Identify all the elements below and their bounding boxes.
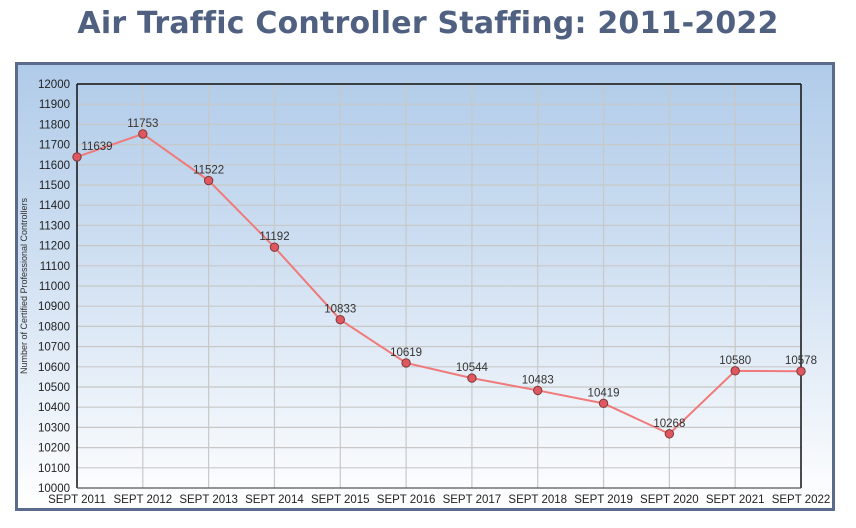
x-tick-label: SEPT 2013 <box>179 494 238 506</box>
data-point <box>467 373 477 383</box>
y-tick-label: 11700 <box>39 140 70 152</box>
gridlines <box>77 83 801 488</box>
chart-title: Air Traffic Controller Staffing: 2011-20… <box>77 6 779 41</box>
data-point <box>730 366 740 376</box>
data-point <box>664 429 675 439</box>
y-tick-label: 12000 <box>38 79 70 91</box>
data-point <box>138 129 148 139</box>
data-labels: 11639 11753 11522 11192 10833 10619 10544 10483… <box>81 118 817 430</box>
x-tick-label: SEPT 2014 <box>245 494 304 506</box>
data-label: 11753 <box>127 118 158 130</box>
data-label: 10483 <box>522 374 554 386</box>
x-tick-label: SEPT 2022 <box>772 494 831 506</box>
y-tick-label: 10000 <box>38 483 70 495</box>
data-label: 10419 <box>588 387 620 399</box>
y-tick-label: 10200 <box>38 443 70 455</box>
x-axis-ticks: SEPT 2011 SEPT 2012 SEPT 2013 SEPT 2014 SEPT… <box>48 494 830 506</box>
y-tick-label: 10500 <box>38 382 70 394</box>
x-tick-label: SEPT 2012 <box>114 494 173 506</box>
y-tick-label: 11100 <box>40 261 70 273</box>
y-tick-label: 11500 <box>39 180 70 192</box>
y-axis-ticks: 10000 10100 10200 10300 10400 10500 10600 10700… <box>38 79 70 495</box>
y-tick-label: 11400 <box>39 200 70 212</box>
y-tick-label: 10400 <box>38 402 70 414</box>
data-point <box>335 315 345 325</box>
x-tick-label: SEPT 2015 <box>311 494 370 506</box>
x-tick-label: SEPT 2020 <box>640 494 699 506</box>
y-tick-label: 10800 <box>38 321 70 333</box>
x-tick-label: SEPT 2021 <box>706 494 765 506</box>
y-tick-label: 11600 <box>39 160 70 172</box>
x-tick-label: SEPT 2017 <box>443 494 502 506</box>
y-axis-label: Number of Certified Professional Control… <box>19 197 29 374</box>
data-label: 11639 <box>81 141 112 153</box>
data-point <box>203 175 214 186</box>
y-tick-label: 10100 <box>38 463 70 475</box>
data-label: 10833 <box>324 304 356 316</box>
series-line <box>76 132 802 436</box>
data-point <box>72 152 82 162</box>
y-tick-label: 10700 <box>38 342 70 354</box>
data-point <box>533 385 543 396</box>
y-tick-label: 10900 <box>38 301 70 313</box>
y-tick-label: 10600 <box>38 362 70 374</box>
data-point <box>598 398 609 409</box>
axes <box>76 83 802 489</box>
data-point <box>401 358 411 368</box>
y-tick-label: 11300 <box>39 220 70 232</box>
series <box>72 129 806 439</box>
data-label: 10619 <box>390 347 422 359</box>
data-label: 10578 <box>785 355 817 367</box>
y-tick-label: 10300 <box>38 422 70 434</box>
data-label: 10268 <box>653 418 685 430</box>
data-label: 11522 <box>193 165 224 177</box>
data-label: 10544 <box>456 362 489 374</box>
y-tick-label: 11900 <box>39 99 70 111</box>
x-tick-label: SEPT 2019 <box>574 494 633 506</box>
y-tick-label: 11200 <box>39 241 70 253</box>
data-label: 10580 <box>719 355 751 367</box>
x-tick-label: SEPT 2011 <box>48 494 106 506</box>
y-tick-label: 11000 <box>39 281 70 293</box>
y-tick-label: 11800 <box>39 119 70 131</box>
data-label: 11192 <box>259 231 289 243</box>
x-tick-label: SEPT 2016 <box>377 494 436 506</box>
x-tick-label: SEPT 2018 <box>508 494 567 506</box>
data-point <box>796 366 806 376</box>
data-point <box>269 242 280 252</box>
